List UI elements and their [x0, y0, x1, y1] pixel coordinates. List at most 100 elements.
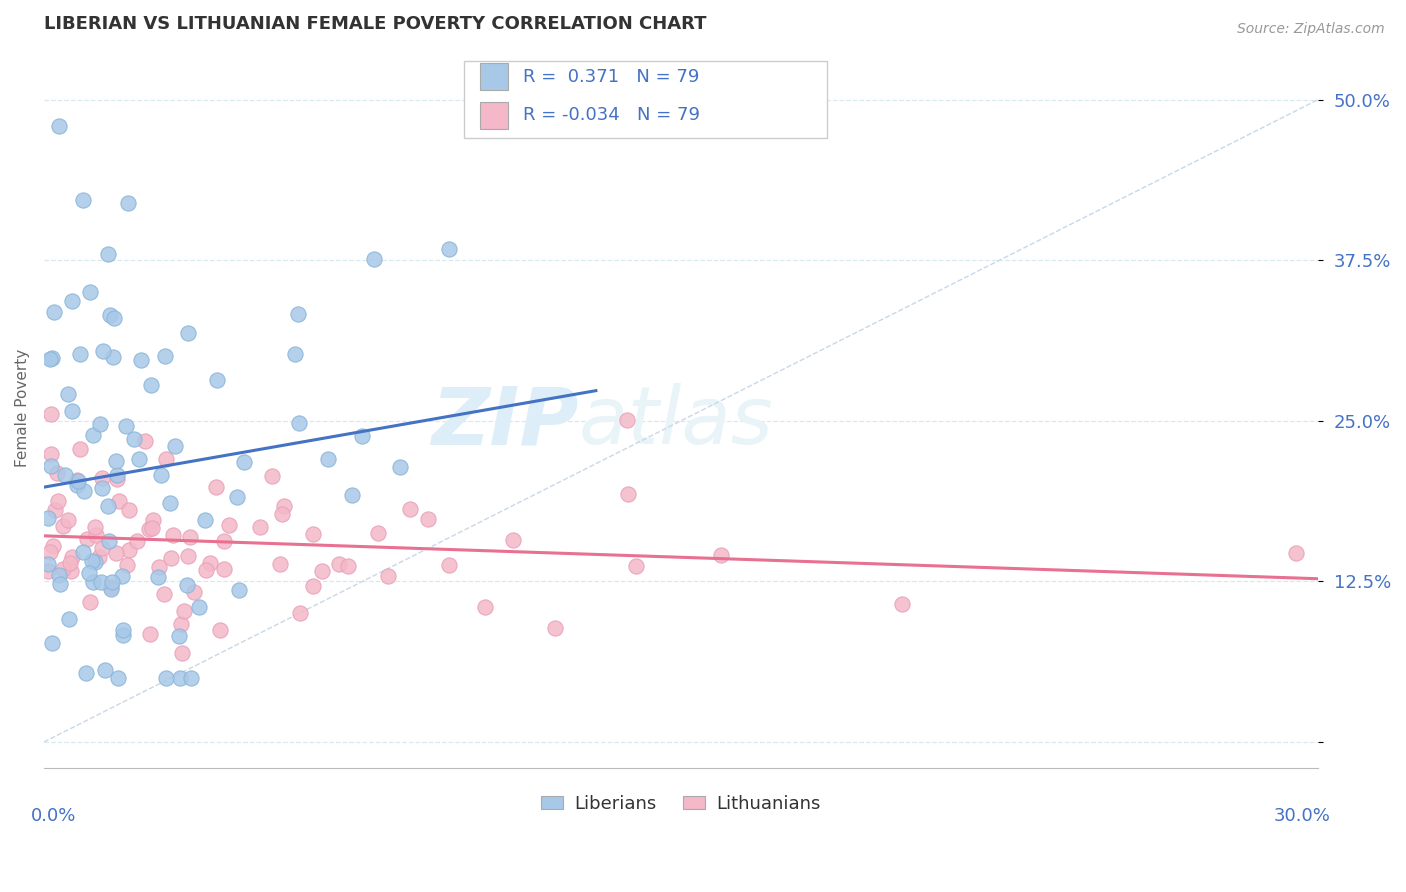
Point: [66, 473, 89, 487]
Point: [79, 285, 101, 300]
Point: [1285, 546, 1308, 560]
Point: [155, 452, 177, 467]
Point: [159, 496, 181, 510]
Point: [107, 468, 129, 483]
Point: [48, 568, 70, 582]
Point: [134, 434, 156, 449]
Point: [142, 512, 165, 526]
Point: [165, 439, 187, 453]
Point: [104, 454, 127, 468]
Point: [37, 557, 59, 571]
Point: [170, 616, 193, 631]
Point: [48, 576, 70, 591]
Point: [437, 242, 460, 256]
Point: [544, 621, 567, 635]
Point: [340, 488, 363, 502]
Point: [58, 387, 80, 401]
Point: [418, 512, 440, 526]
Point: [77, 566, 100, 581]
Point: [59, 557, 82, 571]
Point: [72, 193, 94, 207]
Point: [91, 344, 114, 359]
Point: [214, 534, 236, 549]
Point: [183, 585, 205, 599]
Point: [150, 467, 173, 482]
FancyBboxPatch shape: [464, 61, 827, 138]
Point: [311, 565, 333, 579]
Point: [39, 458, 62, 473]
Point: [194, 563, 217, 577]
Point: [58, 612, 80, 626]
Point: [180, 671, 202, 685]
Point: [76, 532, 98, 546]
Point: [98, 308, 121, 322]
Point: [83, 555, 105, 569]
Point: [367, 525, 389, 540]
Point: [128, 451, 150, 466]
Point: [37, 564, 59, 578]
Point: [75, 666, 97, 681]
Point: [39, 408, 62, 422]
Point: [167, 629, 190, 643]
Point: [82, 553, 104, 567]
Point: [188, 600, 211, 615]
Point: [218, 518, 240, 533]
Point: [439, 558, 461, 572]
Point: [328, 557, 350, 571]
Point: [115, 419, 138, 434]
Point: [82, 574, 104, 589]
Point: [710, 548, 733, 562]
Point: [129, 353, 152, 368]
Point: [101, 350, 124, 364]
Text: LIBERIAN VS LITHUANIAN FEMALE POVERTY CORRELATION CHART: LIBERIAN VS LITHUANIAN FEMALE POVERTY CO…: [44, 15, 706, 33]
Point: [399, 501, 422, 516]
Point: [138, 522, 160, 536]
Point: [105, 472, 128, 486]
Point: [98, 534, 121, 549]
Point: [111, 569, 134, 583]
Point: [316, 452, 339, 467]
FancyBboxPatch shape: [479, 102, 508, 129]
Point: [176, 326, 198, 340]
Text: atlas: atlas: [579, 384, 773, 461]
Point: [48, 119, 70, 133]
Point: [502, 533, 524, 548]
Point: [56, 513, 79, 527]
Point: [41, 351, 63, 365]
Point: [73, 483, 96, 498]
Point: [288, 606, 311, 620]
Point: [162, 528, 184, 542]
Point: [69, 347, 91, 361]
Point: [38, 545, 60, 559]
Point: [41, 635, 63, 649]
Point: [890, 597, 912, 611]
Point: [271, 507, 294, 521]
Point: [103, 311, 125, 326]
Point: [146, 570, 169, 584]
Point: [127, 533, 149, 548]
Point: [209, 624, 232, 638]
Point: [91, 541, 114, 555]
Point: [72, 544, 94, 558]
Point: [59, 564, 82, 578]
Text: R = -0.034   N = 79: R = -0.034 N = 79: [523, 106, 700, 124]
Point: [107, 671, 129, 685]
Text: 0.0%: 0.0%: [31, 807, 76, 825]
Point: [87, 550, 110, 565]
Point: [160, 551, 183, 566]
Point: [388, 460, 411, 475]
Point: [170, 646, 193, 660]
Point: [53, 468, 76, 483]
Point: [212, 562, 235, 576]
Point: [352, 429, 374, 443]
Point: [233, 455, 256, 469]
Point: [153, 587, 176, 601]
Point: [91, 481, 114, 495]
Point: [60, 294, 83, 309]
Text: R =  0.371   N = 79: R = 0.371 N = 79: [523, 68, 699, 86]
Point: [111, 623, 134, 637]
Point: [108, 494, 131, 508]
Y-axis label: Female Poverty: Female Poverty: [15, 349, 30, 467]
Point: [44, 503, 66, 517]
Point: [228, 583, 250, 598]
